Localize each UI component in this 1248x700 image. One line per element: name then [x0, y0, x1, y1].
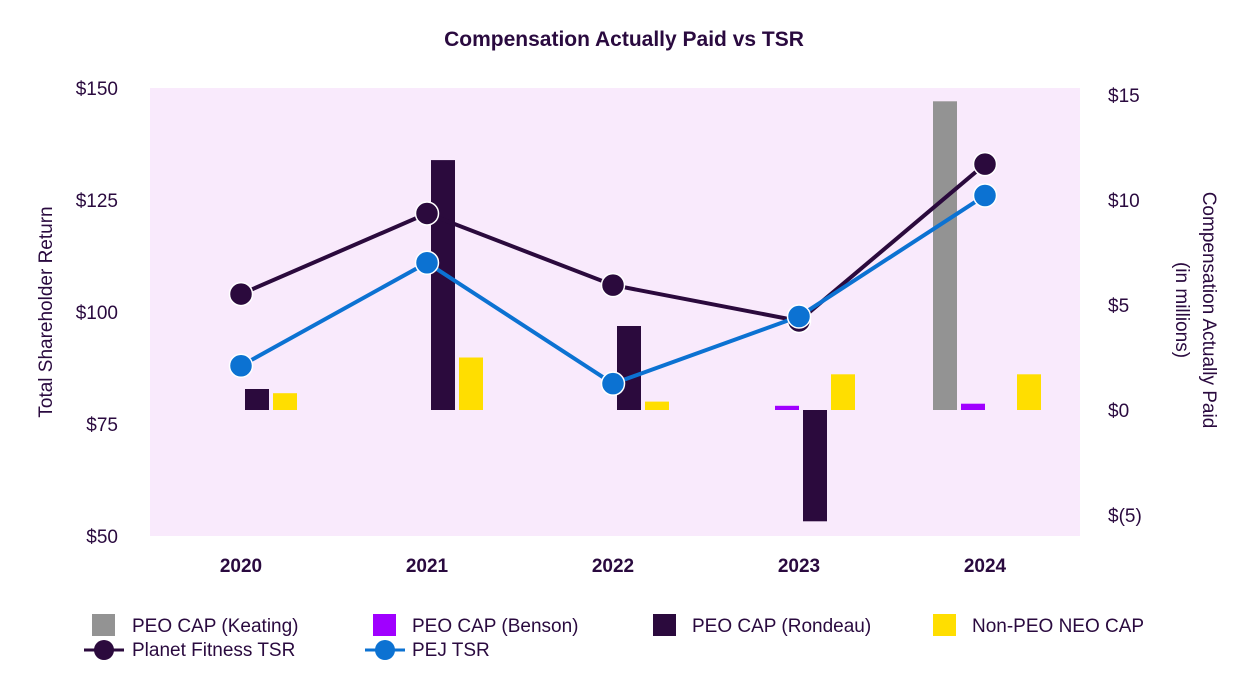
legend-swatch-benson — [373, 614, 396, 636]
bar-peo-cap-rondeau--2022 — [617, 326, 641, 410]
point-pej-tsr-2021 — [414, 250, 440, 275]
bar-peo-cap-rondeau--2020 — [245, 389, 269, 410]
x-tick-label: 2023 — [778, 556, 820, 577]
point-planet-fitness-tsr-2020 — [228, 281, 254, 307]
chart-title: Compensation Actually Paid vs TSR — [444, 28, 804, 51]
bar-series-group — [245, 101, 1041, 522]
bar-peo-cap-rondeau--2021 — [431, 160, 455, 410]
x-tick-label: 2021 — [406, 556, 449, 577]
right-axis-ticks: $15 $10 $5 $0 $(5) — [1108, 86, 1142, 527]
point-planet-fitness-tsr-2021 — [414, 201, 440, 226]
x-tick-label: 2024 — [964, 556, 1007, 577]
left-axis-ticks: $150 $125 $100 $75 $50 — [76, 79, 118, 548]
chart-legend: PEO CAP (Keating) PEO CAP (Benson) PEO C… — [84, 614, 1144, 661]
bar-non-peo-neo-cap-2020 — [273, 393, 297, 410]
right-tick-label: $10 — [1108, 191, 1140, 212]
legend-label-nonpeo: Non-PEO NEO CAP — [972, 616, 1144, 637]
left-axis-label: Total Shareholder Return — [36, 206, 57, 417]
legend-label-keating: PEO CAP (Keating) — [132, 616, 299, 637]
x-tick-label: 2020 — [220, 556, 262, 577]
point-pej-tsr-2020 — [228, 353, 254, 379]
left-tick-label: $50 — [86, 527, 118, 548]
bar-non-peo-neo-cap-2024 — [1017, 374, 1041, 410]
bar-non-peo-neo-cap-2021 — [459, 357, 483, 410]
legend-label-pej: PEJ TSR — [412, 640, 490, 661]
right-axis-label-line1: Compensation Actually Paid — [1198, 192, 1219, 429]
left-tick-label: $75 — [86, 415, 118, 436]
legend-label-rondeau: PEO CAP (Rondeau) — [692, 616, 871, 637]
legend-swatch-nonpeo — [933, 614, 956, 636]
point-pej-tsr-2024 — [972, 183, 998, 208]
bar-peo-cap-keating--2024 — [933, 101, 957, 411]
bar-non-peo-neo-cap-2022 — [645, 401, 669, 410]
legend-marker-pej — [375, 640, 395, 660]
plot-area — [150, 88, 1080, 536]
right-tick-label: $5 — [1108, 296, 1129, 317]
right-tick-label: $(5) — [1108, 506, 1142, 527]
point-pej-tsr-2022 — [600, 371, 626, 396]
left-tick-label: $100 — [76, 303, 118, 324]
x-axis-ticks: 2020 2021 2022 2023 2024 — [220, 556, 1007, 577]
right-axis-label-line2: (in millions) — [1171, 262, 1192, 358]
x-tick-label: 2022 — [592, 556, 634, 577]
line-series-group — [228, 151, 998, 396]
left-tick-label: $150 — [76, 79, 118, 100]
legend-swatch-rondeau — [653, 614, 676, 636]
legend-marker-planet-fitness — [94, 640, 114, 660]
legend-label-planet-fitness: Planet Fitness TSR — [132, 640, 295, 661]
legend-label-benson: PEO CAP (Benson) — [412, 616, 579, 637]
bar-peo-cap-benson--2024 — [961, 403, 985, 410]
left-tick-label: $125 — [76, 191, 118, 212]
legend-swatch-keating — [92, 614, 115, 636]
point-planet-fitness-tsr-2022 — [600, 272, 626, 298]
bar-peo-cap-rondeau--2023 — [803, 410, 827, 522]
point-pej-tsr-2023 — [786, 304, 812, 329]
point-planet-fitness-tsr-2024 — [972, 151, 998, 177]
bar-non-peo-neo-cap-2023 — [831, 374, 855, 410]
right-tick-label: $15 — [1108, 86, 1140, 107]
right-tick-label: $0 — [1108, 401, 1129, 422]
bar-peo-cap-benson--2023 — [775, 405, 799, 410]
